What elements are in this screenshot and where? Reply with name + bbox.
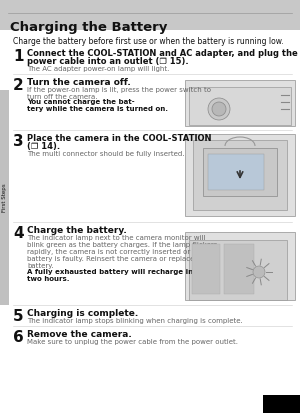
Circle shape [208, 98, 230, 120]
Text: Connect the COOL-STATION and AC adapter, and plug the: Connect the COOL-STATION and AC adapter,… [27, 49, 298, 58]
Bar [193, 140, 287, 210]
Bar [0, 0, 300, 30]
Bar [192, 244, 220, 294]
Bar [263, 395, 300, 413]
Bar [185, 80, 295, 126]
Text: Turn the camera off.: Turn the camera off. [27, 78, 131, 87]
Bar [208, 154, 264, 190]
Bar [224, 244, 254, 294]
Text: The multi connector should be fully inserted.: The multi connector should be fully inse… [27, 151, 184, 157]
Bar [189, 87, 291, 125]
Text: Make sure to unplug the power cable from the power outlet.: Make sure to unplug the power cable from… [27, 339, 238, 345]
Circle shape [253, 266, 265, 278]
Text: A fully exhausted battery will recharge in about
two hours.: A fully exhausted battery will recharge … [27, 269, 219, 282]
Text: (❐ 14).: (❐ 14). [27, 142, 60, 151]
Text: The indicator lamp stops blinking when charging is complete.: The indicator lamp stops blinking when c… [27, 318, 243, 324]
Text: 4: 4 [13, 226, 24, 241]
Text: 5: 5 [13, 309, 24, 324]
Text: power cable into an outlet (❐ 15).: power cable into an outlet (❐ 15). [27, 57, 189, 66]
Circle shape [212, 102, 226, 116]
Text: Charge the battery.: Charge the battery. [27, 226, 127, 235]
Bar [0, 90, 9, 305]
Text: 1: 1 [13, 49, 23, 64]
Bar [189, 240, 287, 300]
Text: Remove the camera.: Remove the camera. [27, 330, 132, 339]
Text: 2: 2 [13, 78, 24, 93]
Text: The AC adapter power-on lamp will light.: The AC adapter power-on lamp will light. [27, 66, 170, 72]
Text: Charging is complete.: Charging is complete. [27, 309, 138, 318]
Bar [203, 148, 277, 196]
Bar [185, 134, 295, 216]
Text: Charging the Battery: Charging the Battery [10, 21, 167, 33]
Text: Place the camera in the COOL-STATION: Place the camera in the COOL-STATION [27, 134, 212, 143]
Text: Charge the battery before first use or when the battery is running low.: Charge the battery before first use or w… [13, 37, 283, 46]
Bar [185, 232, 295, 300]
Text: 6: 6 [13, 330, 24, 345]
Text: The indicator lamp next to the camera monitor will
blink green as the battery ch: The indicator lamp next to the camera mo… [27, 235, 218, 269]
Text: If the power-on lamp is lit, press the power switch to
turn off the camera.: If the power-on lamp is lit, press the p… [27, 87, 211, 100]
Text: 3: 3 [13, 134, 24, 149]
Text: You cannot charge the bat-
tery while the camera is turned on.: You cannot charge the bat- tery while th… [27, 99, 168, 112]
Text: First Steps: First Steps [2, 183, 7, 212]
